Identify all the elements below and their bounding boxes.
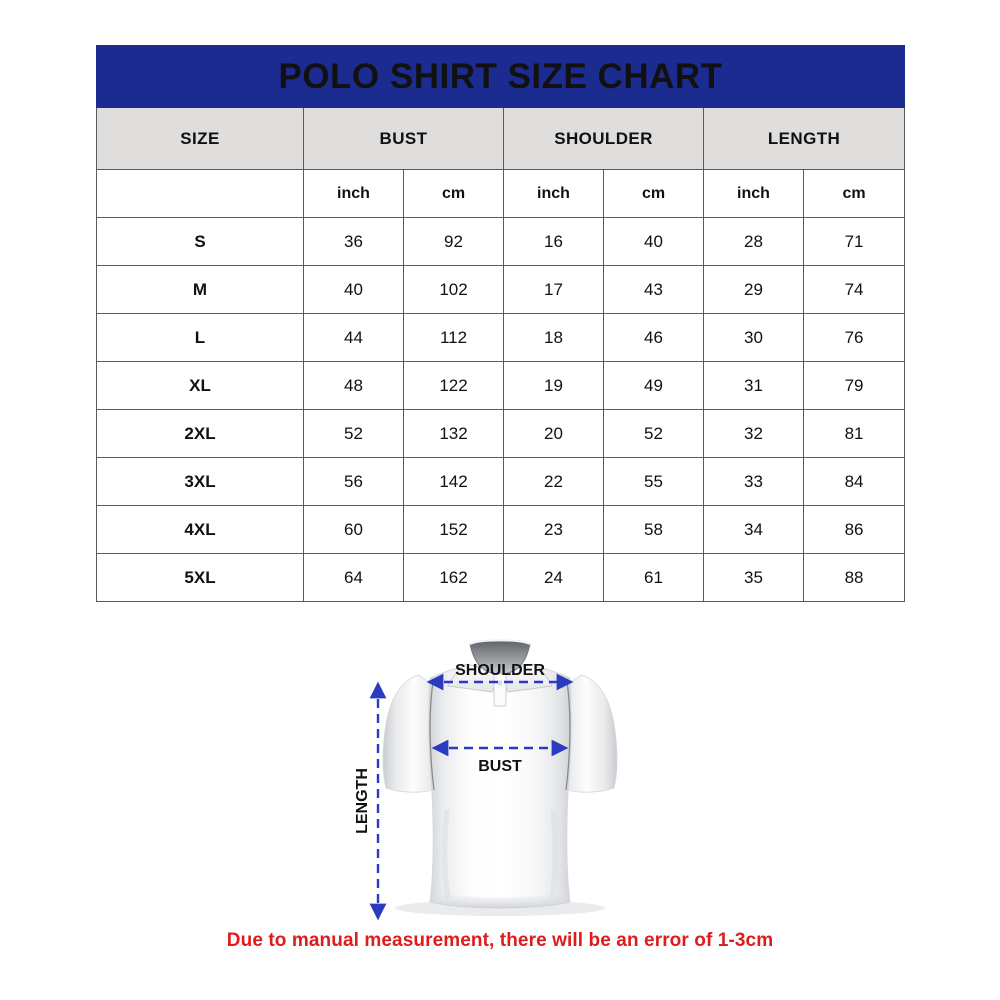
cell-length-inch: 35: [703, 553, 804, 602]
cell-shoulder-cm: 49: [603, 361, 704, 410]
cell-shoulder-inch: 22: [503, 457, 604, 506]
measurement-disclaimer: Due to manual measurement, there will be…: [226, 930, 774, 951]
unit-header-row: inch cm inch cm inch cm: [96, 169, 906, 218]
cell-length-inch: 32: [703, 409, 804, 458]
cell-shoulder-inch: 17: [503, 265, 604, 314]
cell-bust-inch: 60: [303, 505, 404, 554]
cell-shoulder-inch: 19: [503, 361, 604, 410]
cell-length-inch: 34: [703, 505, 804, 554]
cell-size: 5XL: [96, 553, 304, 602]
cell-shoulder-cm: 43: [603, 265, 704, 314]
cell-shoulder-inch: 23: [503, 505, 604, 554]
cell-size: 4XL: [96, 505, 304, 554]
table-row: L 44 112 18 46 30 76: [96, 313, 906, 362]
cell-length-inch: 33: [703, 457, 804, 506]
cell-bust-inch: 52: [303, 409, 404, 458]
table-row: M 40 102 17 43 29 74: [96, 265, 906, 314]
cell-bust-cm: 92: [403, 217, 504, 266]
shirt-body: [428, 663, 572, 909]
button: [497, 680, 503, 686]
group-header-shoulder: SHOULDER: [503, 107, 704, 170]
cell-shoulder-inch: 20: [503, 409, 604, 458]
unit-length-inch: inch: [703, 169, 804, 218]
group-header-size: SIZE: [96, 107, 304, 170]
cell-length-inch: 28: [703, 217, 804, 266]
group-header-row: SIZE BUST SHOULDER LENGTH: [96, 107, 906, 170]
right-armhole-seam: [565, 681, 571, 791]
cell-shoulder-cm: 46: [603, 313, 704, 362]
unit-length-cm: cm: [802, 169, 906, 218]
group-header-bust: BUST: [303, 107, 504, 170]
cell-length-cm: 81: [802, 409, 906, 458]
table-row: XL 48 122 19 49 31 79: [96, 361, 906, 410]
unit-shoulder-cm: cm: [603, 169, 704, 218]
group-header-length: LENGTH: [702, 107, 906, 170]
measurement-annotations: SHOULDER BUST LENGTH: [354, 662, 574, 921]
unit-blank: [96, 169, 304, 218]
cell-bust-cm: 102: [403, 265, 504, 314]
cell-bust-cm: 112: [403, 313, 504, 362]
cell-bust-cm: 142: [403, 457, 504, 506]
cell-size: 3XL: [96, 457, 304, 506]
size-chart-table: POLO SHIRT SIZE CHART SIZE BUST SHOULDER…: [95, 45, 906, 602]
left-armhole-seam: [429, 681, 435, 791]
cell-bust-cm: 122: [403, 361, 504, 410]
cell-length-cm: 84: [802, 457, 906, 506]
cell-bust-inch: 40: [303, 265, 404, 314]
table-row: 3XL 56 142 22 55 33 84: [96, 457, 906, 506]
cell-shoulder-inch: 18: [503, 313, 604, 362]
cell-size: S: [96, 217, 304, 266]
shoulder-label: SHOULDER: [455, 662, 545, 679]
cell-shoulder-cm: 58: [603, 505, 704, 554]
table-row: 5XL 64 162 24 61 35 88: [96, 553, 906, 602]
cell-length-inch: 31: [703, 361, 804, 410]
cell-shoulder-cm: 52: [603, 409, 704, 458]
shirt-hem: [430, 890, 570, 908]
cell-bust-cm: 152: [403, 505, 504, 554]
cell-shoulder-cm: 61: [603, 553, 704, 602]
fold-left: [442, 809, 451, 899]
cell-size: L: [96, 313, 304, 362]
shirt-right-sleeve: [566, 674, 618, 793]
cell-shoulder-inch: 24: [503, 553, 604, 602]
unit-shoulder-inch: inch: [503, 169, 604, 218]
cell-bust-inch: 56: [303, 457, 404, 506]
cell-length-inch: 29: [703, 265, 804, 314]
polo-shirt-illustration: [382, 639, 618, 916]
cell-bust-inch: 36: [303, 217, 404, 266]
collar-band: [469, 639, 531, 646]
cell-bust-inch: 64: [303, 553, 404, 602]
bust-label: BUST: [478, 758, 522, 775]
cell-length-cm: 79: [802, 361, 906, 410]
cell-shoulder-cm: 55: [603, 457, 704, 506]
cell-length-cm: 71: [802, 217, 906, 266]
cell-bust-cm: 132: [403, 409, 504, 458]
cell-bust-inch: 44: [303, 313, 404, 362]
cell-size: M: [96, 265, 304, 314]
table-row: S 36 92 16 40 28 71: [96, 217, 906, 266]
length-label: LENGTH: [354, 768, 371, 834]
measurement-diagram: SHOULDER BUST LENGTH: [0, 620, 1000, 930]
cell-length-inch: 30: [703, 313, 804, 362]
page-title: POLO SHIRT SIZE CHART: [95, 45, 906, 108]
cell-size: XL: [96, 361, 304, 410]
shirt-left-sleeve: [382, 674, 434, 793]
cell-length-cm: 76: [802, 313, 906, 362]
fold-right: [549, 809, 558, 899]
cell-bust-cm: 162: [403, 553, 504, 602]
cell-bust-inch: 48: [303, 361, 404, 410]
cell-shoulder-cm: 40: [603, 217, 704, 266]
cell-length-cm: 88: [802, 553, 906, 602]
unit-bust-cm: cm: [403, 169, 504, 218]
unit-bust-inch: inch: [303, 169, 404, 218]
table-row: 2XL 52 132 20 52 32 81: [96, 409, 906, 458]
cell-shoulder-inch: 16: [503, 217, 604, 266]
table-title-row: POLO SHIRT SIZE CHART: [95, 45, 906, 108]
cell-length-cm: 86: [802, 505, 906, 554]
table-row: 4XL 60 152 23 58 34 86: [96, 505, 906, 554]
cell-size: 2XL: [96, 409, 304, 458]
cell-length-cm: 74: [802, 265, 906, 314]
